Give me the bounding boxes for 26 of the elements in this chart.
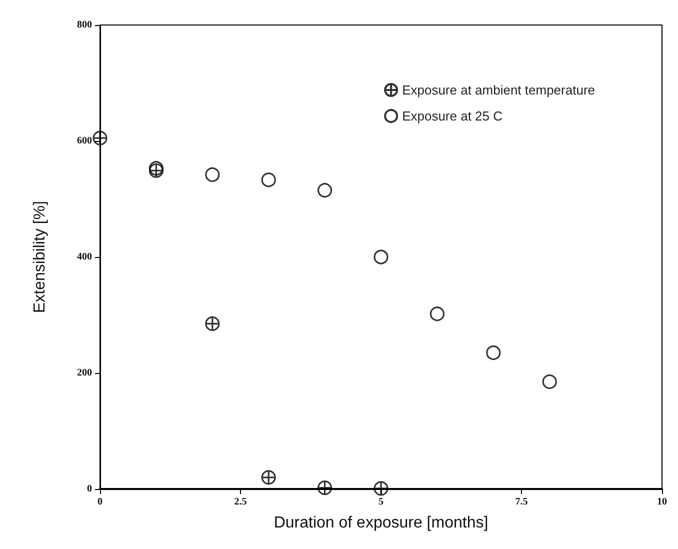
x-tick-label: 0 xyxy=(98,496,102,508)
point xyxy=(486,345,501,360)
point xyxy=(261,470,276,485)
point xyxy=(318,183,332,198)
y-tick-label: 200 xyxy=(77,368,92,378)
y-tick-label: 400 xyxy=(77,252,92,262)
point xyxy=(261,172,276,188)
legend-label: Exposure at 25 C xyxy=(402,108,503,124)
x-axis-title: Duration of exposure [months] xyxy=(274,514,488,532)
x-tick-label: 5 xyxy=(378,496,384,508)
point xyxy=(205,316,220,331)
y-tick-label: 0 xyxy=(87,484,92,494)
point xyxy=(205,167,220,182)
x-tick-label: 10 xyxy=(657,496,667,508)
point xyxy=(374,250,388,264)
point xyxy=(318,480,332,496)
y-axis-title: Extensibility [%] xyxy=(32,200,48,314)
x-tick-label: 2.5 xyxy=(234,496,247,508)
y-tick-label: 800 xyxy=(77,20,92,30)
point xyxy=(374,481,388,496)
point xyxy=(542,374,557,389)
point xyxy=(430,306,444,322)
point xyxy=(92,130,108,146)
legend-label: Exposure at ambient temperature xyxy=(402,82,595,98)
y-tick-label: 600 xyxy=(77,136,92,146)
x-tick-label: 7.5 xyxy=(515,496,528,508)
